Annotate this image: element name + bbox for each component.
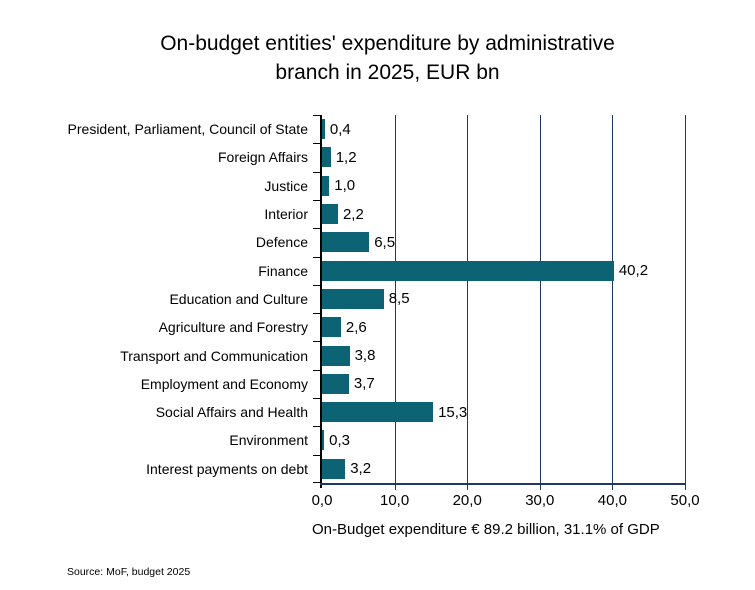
y-tick bbox=[313, 482, 321, 483]
x-tick bbox=[612, 485, 614, 490]
category-label: Defence bbox=[255, 234, 308, 251]
category-label: Foreign Affairs bbox=[217, 149, 308, 166]
bar bbox=[322, 373, 349, 394]
category-axis-labels: President, Parliament, Council of State F… bbox=[0, 115, 314, 483]
gridline bbox=[539, 115, 541, 483]
bar-row: 2,2 bbox=[322, 200, 685, 228]
y-axis-ticks bbox=[313, 115, 321, 483]
bar-row: 0,4 bbox=[322, 115, 685, 143]
y-tick bbox=[313, 398, 321, 400]
chart-title: On-budget entities' expenditure by admin… bbox=[20, 29, 755, 87]
category-label: Justice bbox=[264, 177, 308, 194]
source-note: Source: MoF, budget 2025 bbox=[67, 566, 191, 578]
category-label: Interior bbox=[264, 206, 308, 223]
y-tick bbox=[313, 171, 321, 173]
gridline bbox=[685, 115, 686, 483]
y-tick bbox=[313, 284, 321, 286]
y-axis-line bbox=[320, 115, 322, 488]
chart-caption: On-Budget expenditure € 89.2 billion, 31… bbox=[312, 521, 660, 538]
gridline bbox=[394, 115, 396, 483]
y-tick bbox=[313, 369, 321, 371]
bar bbox=[322, 430, 325, 451]
bar-row: 40,2 bbox=[322, 256, 685, 284]
category-label: Environment bbox=[229, 432, 308, 449]
category-label: Social Affairs and Health bbox=[155, 404, 308, 421]
category-label: Agriculture and Forestry bbox=[158, 319, 308, 336]
bar-row: 3,7 bbox=[322, 370, 685, 398]
x-tick bbox=[394, 485, 396, 490]
value-label: 0,4 bbox=[329, 120, 351, 138]
y-tick bbox=[313, 199, 321, 201]
x-axis-tick-labels: 0,0 10,0 20,0 30,0 40,0 50,0 bbox=[312, 492, 700, 510]
bar-row: 0,3 bbox=[322, 426, 685, 454]
x-axis-ticks bbox=[322, 485, 686, 490]
category-label: Employment and Economy bbox=[140, 375, 308, 392]
value-label: 3,2 bbox=[350, 460, 372, 478]
bar bbox=[322, 260, 614, 281]
category-label: Education and Culture bbox=[169, 290, 308, 307]
y-tick bbox=[313, 228, 321, 230]
bar-row: 8,5 bbox=[322, 285, 685, 313]
y-tick bbox=[313, 426, 321, 428]
value-label: 1,0 bbox=[334, 177, 356, 195]
x-tick bbox=[685, 485, 686, 490]
value-label: 0,3 bbox=[329, 431, 351, 449]
x-tick bbox=[539, 485, 541, 490]
category-label: Transport and Communication bbox=[120, 347, 308, 364]
bar bbox=[322, 204, 338, 225]
category-label: President, Parliament, Council of State bbox=[67, 121, 308, 138]
bar bbox=[322, 458, 346, 479]
bar-row: 2,6 bbox=[322, 313, 685, 341]
x-tick-label: 10,0 bbox=[379, 492, 410, 509]
bar-row: 1,2 bbox=[322, 143, 685, 171]
bar-row: 15,3 bbox=[322, 398, 685, 426]
bar bbox=[322, 402, 434, 423]
bar bbox=[322, 232, 370, 253]
value-label: 15,3 bbox=[438, 403, 468, 421]
bar bbox=[322, 175, 330, 196]
bar bbox=[322, 345, 350, 366]
gridline bbox=[467, 115, 469, 483]
value-label: 2,2 bbox=[342, 205, 364, 223]
value-label: 40,2 bbox=[618, 262, 649, 280]
x-tick-label: 50,0 bbox=[670, 492, 700, 509]
bar bbox=[322, 317, 341, 338]
y-tick bbox=[313, 115, 321, 116]
bar-row: 1,0 bbox=[322, 172, 685, 200]
y-tick bbox=[313, 341, 321, 343]
x-axis-line bbox=[320, 483, 686, 485]
y-tick bbox=[313, 454, 321, 456]
value-label: 3,7 bbox=[353, 375, 375, 393]
category-label: Finance bbox=[258, 262, 308, 279]
value-label: 3,8 bbox=[354, 347, 376, 365]
category-label: Interest payments on debt bbox=[146, 460, 308, 477]
bar-row: 3,2 bbox=[322, 455, 685, 483]
bar-row: 3,8 bbox=[322, 341, 685, 369]
y-tick bbox=[313, 313, 321, 315]
x-tick bbox=[467, 485, 469, 490]
gridline bbox=[612, 115, 614, 483]
x-tick-label: 20,0 bbox=[452, 492, 482, 509]
value-label: 6,5 bbox=[374, 233, 396, 251]
bar-row: 6,5 bbox=[322, 228, 685, 256]
y-tick bbox=[313, 256, 321, 258]
bar bbox=[322, 147, 331, 168]
x-tick-label: 30,0 bbox=[525, 492, 555, 509]
value-label: 1,2 bbox=[335, 148, 357, 166]
value-label: 2,6 bbox=[345, 318, 367, 336]
bar bbox=[322, 288, 384, 309]
chart-title-line1: On-budget entities' expenditure by admin… bbox=[160, 32, 615, 55]
bar bbox=[322, 119, 325, 140]
plot-area: 0,4 1,2 1,0 2,2 6,5 40,2 8,5 2,6 3,8 3,7 15,3 0,3 3,… bbox=[322, 115, 686, 483]
value-label: 8,5 bbox=[388, 290, 410, 308]
x-tick-label: 40,0 bbox=[597, 492, 627, 509]
y-tick bbox=[313, 143, 321, 145]
x-tick-label: 0,0 bbox=[311, 492, 333, 509]
chart-title-line2: branch in 2025, EUR bn bbox=[275, 61, 500, 84]
